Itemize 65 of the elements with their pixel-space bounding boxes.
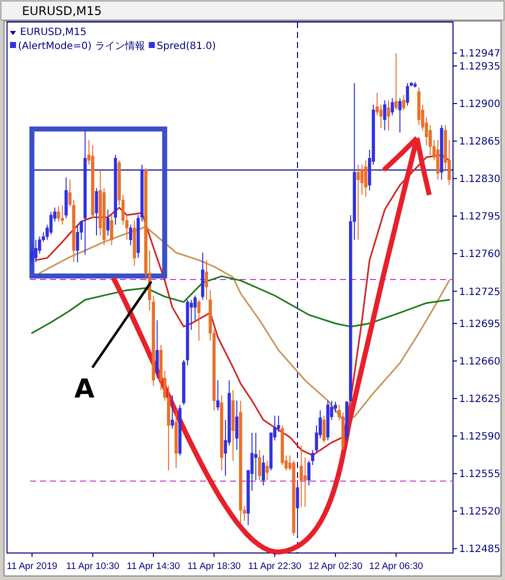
y-tick-label: 1.12625	[459, 394, 500, 406]
candlestick	[364, 160, 368, 198]
candlestick	[266, 460, 269, 481]
y-tick-label: 1.12865	[459, 136, 500, 148]
y-tick-label: 1.12935	[459, 61, 500, 72]
y-tick-label: 1.12590	[459, 432, 500, 443]
candlestick	[30, 244, 34, 266]
y-tick-label: 1.12485	[459, 544, 500, 556]
y-tick-label: 1.12660	[459, 356, 500, 368]
y-tick-label: 1.12695	[459, 318, 500, 330]
candlestick	[216, 380, 220, 411]
candlestick	[262, 454, 265, 486]
line-series	[31, 275, 450, 334]
candlestick	[436, 140, 440, 180]
x-tick-label: 12 Apr 02:30	[308, 561, 362, 572]
y-tick-label: 1.12520	[459, 506, 500, 518]
annotation: Spred(81.0)	[156, 41, 216, 52]
y-tick-label: 1.12900	[459, 99, 500, 110]
chart-title: EURUSD,M15	[22, 4, 102, 18]
annotation: (AlertMode=0) ライン情報	[18, 40, 145, 52]
candlestick	[406, 82, 410, 106]
candlestick	[398, 98, 402, 133]
candlestick	[394, 52, 398, 110]
candlestick	[304, 457, 307, 508]
x-tick-label: 12 Apr 06:30	[369, 561, 424, 572]
y-tick-label: 1.12760	[459, 249, 500, 260]
candlestick	[76, 224, 80, 263]
x-tick-label: 11 Apr 18:30	[187, 561, 241, 572]
candlestick	[258, 450, 262, 481]
y-tick-label: 1.12555	[459, 469, 500, 480]
candlestick	[402, 94, 406, 110]
candlestick	[390, 98, 394, 116]
x-tick-label: 11 Apr 10:30	[66, 561, 120, 572]
candlestick	[296, 480, 300, 536]
candlestick	[110, 214, 114, 246]
candlestick	[170, 394, 174, 430]
candlestick	[334, 401, 338, 413]
candlestick	[356, 164, 360, 240]
candlestick	[386, 100, 390, 131]
candlestick	[94, 188, 98, 236]
candlestick	[383, 100, 386, 131]
candlestick	[197, 299, 200, 342]
candlestick	[129, 224, 132, 246]
candlestick	[106, 209, 110, 236]
candlestick	[156, 320, 159, 379]
candlestick	[360, 164, 364, 196]
candlestick	[254, 432, 258, 481]
annotation: A	[74, 374, 94, 405]
annotation: EURUSD,M15	[20, 27, 86, 38]
y-tick-label: 1.12830	[459, 174, 500, 186]
candlestick	[34, 239, 38, 263]
candlestick	[60, 204, 64, 226]
candlestick	[322, 415, 326, 444]
x-tick-label: 11 Apr 14:30	[126, 561, 180, 572]
candlestick	[49, 211, 53, 235]
y-tick-label: 1.12725	[459, 286, 500, 298]
line-series	[38, 226, 450, 421]
y-tick-label: 1.12947	[459, 48, 500, 60]
x-tick-label: 11 Apr 2019	[6, 561, 58, 572]
x-tick-label: 11 Apr 22:30	[248, 561, 302, 572]
candlestick	[300, 445, 303, 508]
candlestick	[379, 104, 383, 129]
candlestick	[235, 400, 238, 451]
candlestick	[56, 206, 60, 222]
y-tick-label: 1.12795	[459, 212, 500, 223]
